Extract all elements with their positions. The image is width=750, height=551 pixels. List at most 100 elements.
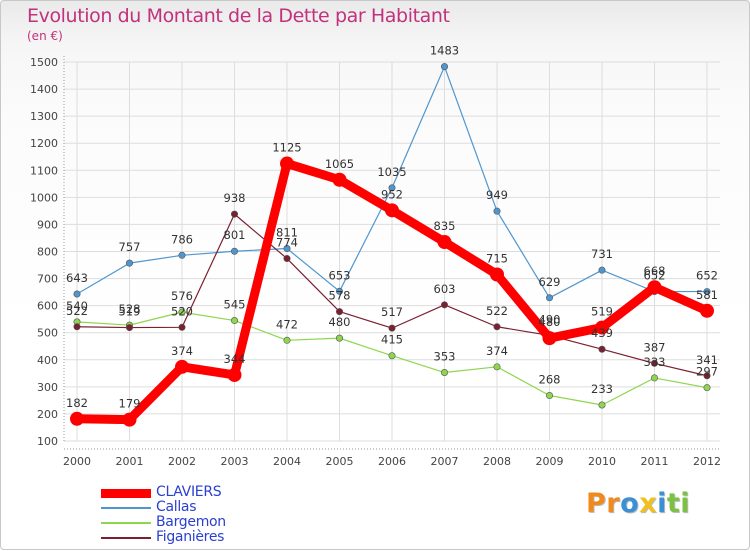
- data-point: [703, 372, 711, 380]
- axes: 100 200 300 400 500 600 700 800 900 1000 1100 1200 1…: [30, 56, 721, 468]
- data-label: 545: [224, 298, 246, 312]
- data-point: [126, 324, 134, 332]
- x-tick-label: 2008: [483, 455, 511, 468]
- data-point: [73, 290, 81, 298]
- data-point: [493, 323, 501, 331]
- data-label: 952: [381, 187, 403, 201]
- data-label: 233: [591, 382, 613, 396]
- legend-item-claviers: CLAVIERS: [101, 484, 361, 501]
- data-point: [332, 172, 347, 187]
- y-tick-label: 100: [37, 435, 58, 448]
- data-label: 528: [119, 302, 141, 316]
- x-tick-label: 2003: [221, 455, 249, 468]
- data-point: [335, 334, 343, 342]
- legend-label: Callas: [156, 499, 197, 515]
- data-label: 490: [539, 312, 561, 326]
- data-point: [493, 207, 501, 215]
- data-point: [73, 323, 81, 331]
- data-label: 1065: [325, 157, 354, 171]
- data-point: [700, 303, 714, 318]
- data-label: 1125: [272, 141, 301, 155]
- data-label: 653: [329, 268, 351, 282]
- data-point: [545, 294, 553, 302]
- data-point: [490, 267, 504, 282]
- data-label: 520: [171, 304, 193, 318]
- data-label: 576: [171, 289, 193, 303]
- data-point: [231, 317, 239, 325]
- y-tick-label: 500: [37, 327, 58, 340]
- data-label: 522: [486, 304, 508, 318]
- data-label: 344: [224, 352, 246, 366]
- data-label: 374: [171, 344, 193, 358]
- data-label: 629: [539, 275, 561, 289]
- logo-letter: i: [657, 488, 667, 519]
- legend-swatch-figanieres: [101, 537, 151, 539]
- x-tick-label: 2005: [326, 455, 354, 468]
- data-point: [440, 301, 448, 309]
- legend-label: Figanières: [156, 529, 225, 545]
- x-tick-label: 2010: [588, 455, 616, 468]
- data-label: 522: [66, 304, 88, 318]
- data-point: [175, 359, 189, 374]
- data-point: [227, 367, 242, 382]
- data-label: 517: [381, 305, 403, 319]
- data-label: 179: [119, 397, 141, 411]
- data-labels: 182 179 374 344 1125 1065 952 835 715 480 519 668 58…: [66, 44, 718, 411]
- data-point: [388, 352, 396, 360]
- data-label: 774: [276, 236, 298, 250]
- data-point: [703, 384, 711, 392]
- data-label: 480: [329, 315, 351, 329]
- logo-letter: r: [606, 488, 621, 519]
- legend-label: CLAVIERS: [156, 484, 222, 500]
- x-tick-label: 2004: [273, 455, 301, 468]
- y-tick-label: 1000: [30, 191, 58, 204]
- x-tick-label: 2012: [693, 455, 721, 468]
- data-point: [542, 331, 557, 346]
- y-tick-label: 900: [37, 218, 58, 231]
- data-point: [280, 156, 294, 171]
- data-label: 643: [66, 271, 88, 285]
- data-label: 333: [644, 355, 666, 369]
- data-point: [595, 320, 609, 335]
- data-label: 668: [644, 264, 666, 278]
- x-tick-label: 2000: [63, 455, 91, 468]
- data-point: [178, 323, 186, 331]
- legend-item-callas: Callas: [101, 499, 361, 516]
- unit-label: (en €): [27, 29, 63, 43]
- y-tick-label: 800: [37, 246, 58, 259]
- y-tick-label: 700: [37, 273, 58, 286]
- data-label: 801: [224, 228, 246, 242]
- data-point: [231, 210, 239, 218]
- data-point: [650, 374, 658, 382]
- data-label: 297: [696, 365, 718, 379]
- legend: CLAVIERS Callas Bargemon Figanières: [101, 484, 361, 546]
- data-point: [598, 401, 606, 409]
- data-point: [335, 308, 343, 316]
- y-tick-label: 1200: [30, 137, 58, 150]
- chart-title: Evolution du Montant de la Dette par Hab…: [27, 5, 450, 27]
- logo-letter: t: [666, 488, 681, 519]
- legend-item-figanieres: Figanières: [101, 529, 361, 546]
- y-tick-label: 1500: [30, 56, 58, 69]
- data-label: 353: [434, 350, 456, 364]
- legend-label: Bargemon: [156, 514, 226, 530]
- data-label: 480: [539, 315, 561, 329]
- data-point: [493, 363, 501, 371]
- data-point: [437, 235, 452, 250]
- data-point: [598, 345, 606, 353]
- data-label: 786: [171, 232, 193, 246]
- data-label: 811: [276, 226, 298, 240]
- x-tick-label: 2001: [116, 455, 144, 468]
- data-label: 835: [434, 219, 456, 233]
- legend-swatch-callas: [101, 507, 151, 509]
- data-label: 374: [486, 344, 508, 358]
- data-point: [650, 359, 658, 367]
- data-point: [388, 324, 396, 332]
- data-point: [647, 280, 662, 295]
- x-tick-label: 2002: [168, 455, 196, 468]
- y-tick-label: 200: [37, 408, 58, 421]
- data-label: 519: [591, 305, 613, 319]
- data-point: [388, 184, 396, 192]
- data-label: 757: [119, 240, 141, 254]
- data-label: 519: [119, 305, 141, 319]
